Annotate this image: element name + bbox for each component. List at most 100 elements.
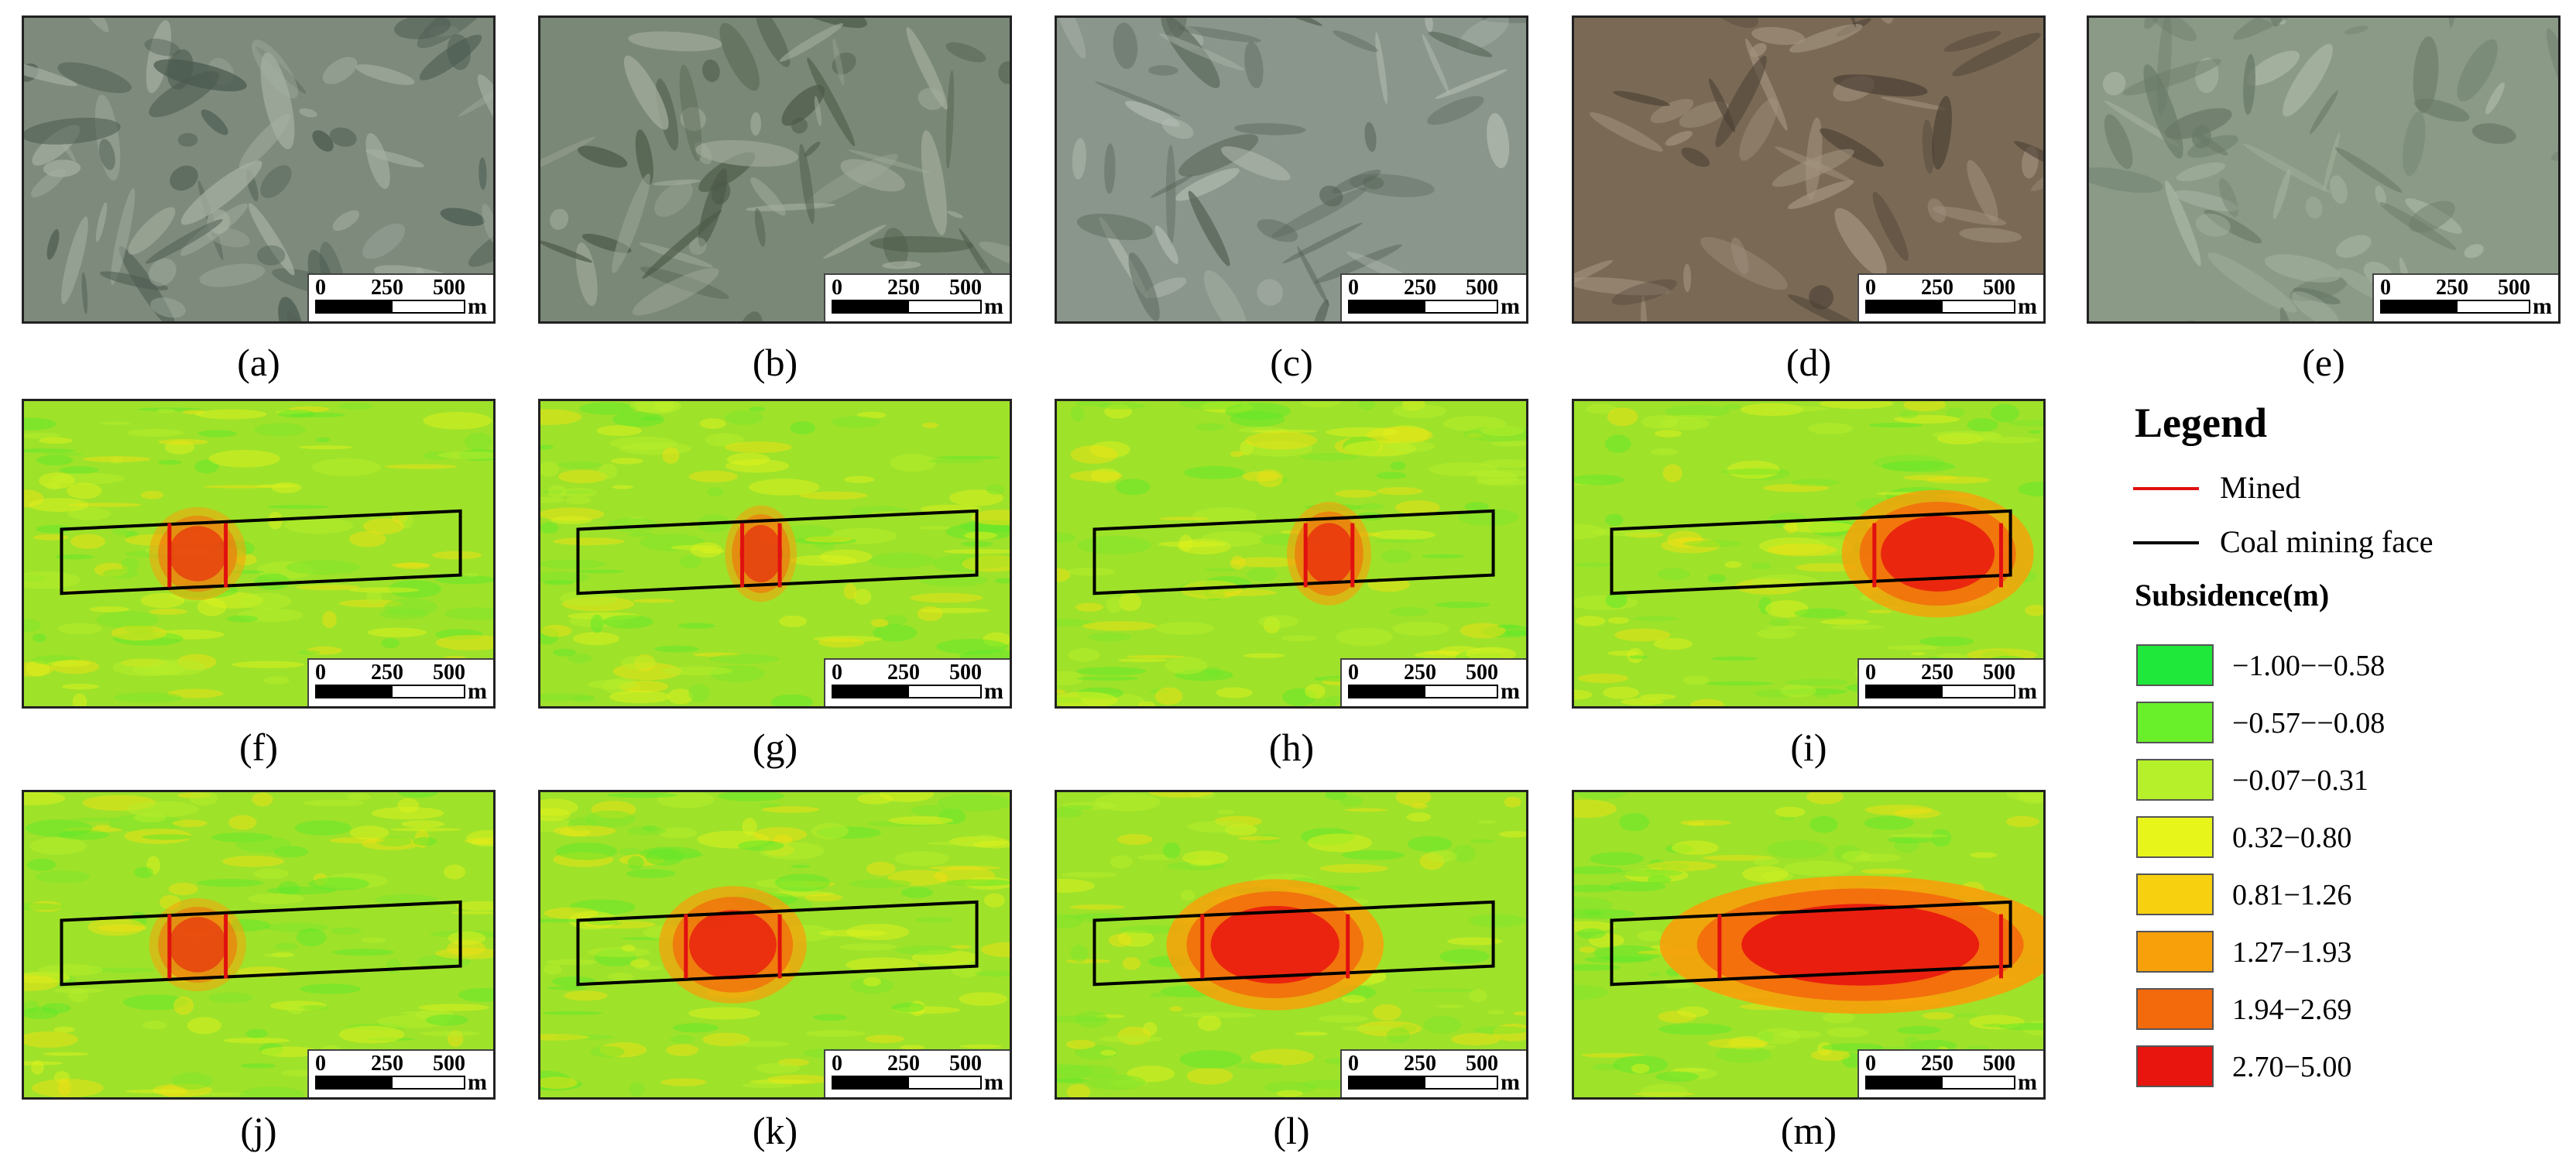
scale-label-0: 0	[832, 276, 842, 300]
legend-class-label: 2.70−5.00	[2232, 1051, 2352, 1083]
scale-bar: 0 250 500 m	[824, 1049, 1010, 1097]
scale-label-500: 500	[949, 276, 982, 300]
scale-label-500: 500	[1466, 276, 1498, 300]
legend-class-swatch	[2136, 702, 2214, 743]
scale-label-500: 500	[1983, 661, 2015, 685]
scale-label-0: 0	[1348, 276, 1359, 300]
scale-bar-black	[832, 300, 907, 314]
panel-image	[2089, 18, 2558, 321]
scale-label-250: 250	[371, 276, 403, 300]
coal-mining-face	[1610, 509, 2012, 595]
panel-image	[1057, 401, 1526, 706]
scale-bar: 0 250 500 m	[1857, 1049, 2043, 1097]
legend-class-swatch	[2136, 816, 2214, 858]
scale-bar-black	[315, 300, 391, 314]
scale-unit: m	[2018, 1069, 2037, 1095]
scale-label-500: 500	[949, 1052, 982, 1076]
scale-label-0: 0	[315, 661, 326, 685]
caption-k: (k)	[752, 1109, 798, 1152]
scale-unit: m	[2018, 678, 2037, 704]
scale-bar-black	[832, 1076, 907, 1090]
legend: Legend Mined Coal mining face Subsidence…	[2125, 391, 2559, 1119]
panel-j: 0 250 500 m	[22, 790, 496, 1100]
caption-b: (b)	[752, 341, 798, 384]
scale-bar: 0 250 500 m	[307, 658, 493, 706]
caption-j: (j)	[240, 1109, 277, 1152]
scale-bar: 0 250 500 m	[824, 273, 1010, 321]
scale-bar-black	[1865, 1076, 1941, 1090]
coal-mining-face	[60, 900, 462, 987]
scale-label-0: 0	[1865, 1052, 1876, 1076]
scale-bar-white	[1941, 1076, 2015, 1090]
scale-label-0: 0	[2380, 276, 2391, 300]
legend-class-label: 0.32−0.80	[2232, 822, 2352, 854]
caption-g: (g)	[752, 726, 798, 769]
panel-d: 0 250 500 m	[1572, 15, 2046, 324]
scale-bar: 0 250 500 m	[307, 273, 493, 321]
scale-label-500: 500	[433, 276, 465, 300]
scale-bar-white	[1424, 1076, 1498, 1090]
scale-label-250: 250	[1404, 661, 1436, 685]
scale-label-500: 500	[1983, 1052, 2015, 1076]
scale-unit: m	[984, 1069, 1003, 1095]
scale-label-250: 250	[1404, 1052, 1436, 1076]
legend-class-label: −0.07−0.31	[2232, 764, 2368, 797]
scale-label-500: 500	[2498, 276, 2530, 300]
scale-unit: m	[468, 1069, 487, 1095]
scale-label-250: 250	[371, 661, 403, 685]
panel-image	[24, 401, 493, 706]
legend-title: Legend	[2135, 400, 2268, 446]
scale-unit: m	[468, 678, 487, 704]
legend-class-swatch	[2136, 759, 2214, 801]
legend-mined-label: Mined	[2220, 470, 2301, 505]
face-line-swatch	[2133, 541, 2199, 544]
scale-label-250: 250	[371, 1052, 403, 1076]
coal-mining-face	[1092, 509, 1495, 595]
scale-bar: 0 250 500 m	[2372, 273, 2558, 321]
scale-bar-black	[832, 685, 907, 698]
legend-class-label: −0.57−−0.08	[2232, 707, 2386, 740]
scale-unit: m	[468, 293, 487, 319]
scale-bar: 0 250 500 m	[1340, 273, 1526, 321]
scale-label-250: 250	[887, 276, 920, 300]
legend-class-swatch	[2136, 1045, 2214, 1087]
scale-bar-white	[1424, 685, 1498, 698]
caption-l: (l)	[1273, 1109, 1310, 1152]
panel-image	[1057, 18, 1526, 321]
scale-unit: m	[984, 293, 1003, 319]
scale-label-250: 250	[1921, 276, 1953, 300]
scale-bar-white	[391, 300, 465, 314]
legend-class-label: −1.00−−0.58	[2232, 650, 2386, 682]
caption-m: (m)	[1780, 1109, 1837, 1152]
coal-mining-face	[1610, 900, 2012, 987]
scale-bar-white	[1424, 300, 1498, 314]
legend-class-label: 1.94−2.69	[2232, 994, 2352, 1026]
scale-label-0: 0	[315, 1052, 326, 1076]
coal-mining-face	[576, 900, 979, 987]
scale-bar-black	[315, 1076, 391, 1090]
coal-mining-face	[1092, 900, 1495, 987]
scale-label-0: 0	[1348, 661, 1359, 685]
scale-unit: m	[2533, 293, 2552, 319]
legend-class-label: 1.27−1.93	[2232, 936, 2352, 969]
scale-bar-white	[1941, 685, 2015, 698]
scale-label-500: 500	[1466, 1052, 1498, 1076]
scale-label-500: 500	[1466, 661, 1498, 685]
scale-bar-white	[907, 685, 982, 698]
scale-label-500: 500	[1983, 276, 2015, 300]
scale-bar: 0 250 500 m	[1857, 658, 2043, 706]
scale-unit: m	[1501, 1069, 1520, 1095]
scale-label-0: 0	[832, 1052, 842, 1076]
panel-image	[1574, 401, 2043, 706]
scale-bar-black	[1348, 685, 1424, 698]
scale-unit: m	[1501, 678, 1520, 704]
legend-class-swatch	[2136, 988, 2214, 1030]
scale-bar: 0 250 500 m	[307, 1049, 493, 1097]
caption-i: (i)	[1790, 726, 1827, 769]
scale-unit: m	[1501, 293, 1520, 319]
scale-label-0: 0	[832, 661, 842, 685]
scale-bar-black	[2380, 300, 2456, 314]
panel-c: 0 250 500 m	[1055, 15, 1528, 324]
scale-bar: 0 250 500 m	[1857, 273, 2043, 321]
panel-a: 0 250 500 m	[22, 15, 496, 324]
